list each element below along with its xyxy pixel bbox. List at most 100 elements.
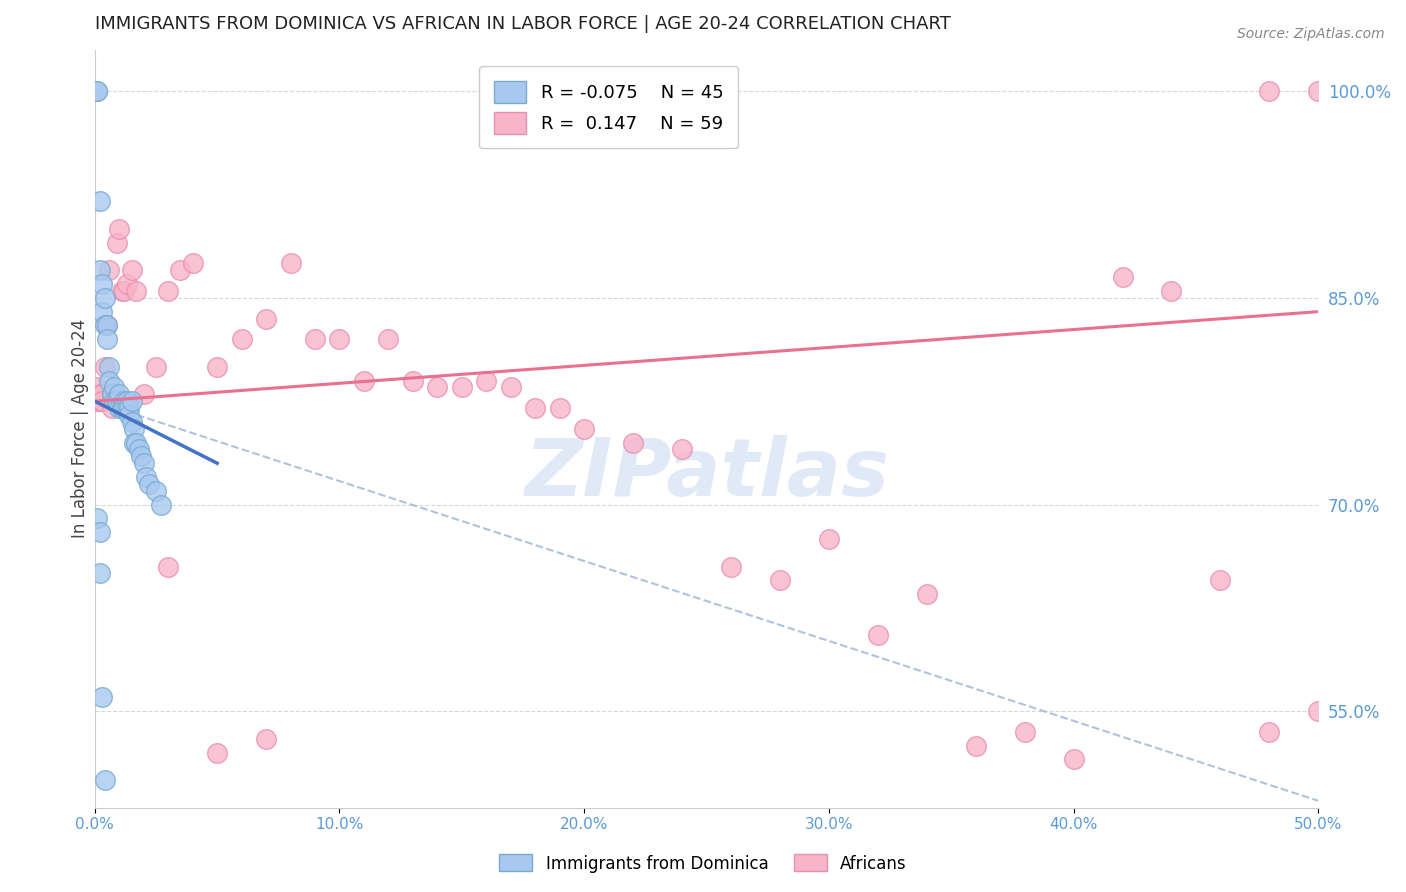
Point xyxy=(115,401,138,415)
Point xyxy=(1258,84,1281,98)
Point xyxy=(98,263,121,277)
Point xyxy=(86,380,108,394)
Legend: R = -0.075    N = 45, R =  0.147    N = 59: R = -0.075 N = 45, R = 0.147 N = 59 xyxy=(479,66,738,148)
Point xyxy=(112,284,135,298)
Point xyxy=(426,380,449,394)
Point xyxy=(125,284,148,298)
Point xyxy=(89,394,111,409)
Point xyxy=(108,222,131,236)
Point xyxy=(450,380,472,394)
Point xyxy=(89,525,111,540)
Point xyxy=(1209,574,1232,588)
Point xyxy=(121,394,143,409)
Point xyxy=(103,380,125,394)
Point xyxy=(818,532,841,546)
Point xyxy=(101,387,124,401)
Point xyxy=(93,291,115,305)
Point xyxy=(524,401,547,415)
Point xyxy=(402,374,425,388)
Point xyxy=(103,394,125,409)
Point xyxy=(101,387,124,401)
Point xyxy=(1111,270,1133,285)
Point xyxy=(96,318,118,333)
Point xyxy=(181,256,204,270)
Point xyxy=(915,587,938,601)
Point xyxy=(205,746,228,760)
Point xyxy=(1308,704,1330,718)
Point xyxy=(122,435,145,450)
Point xyxy=(280,256,302,270)
Point xyxy=(965,739,987,753)
Point xyxy=(128,442,150,457)
Point xyxy=(129,450,152,464)
Point xyxy=(377,332,399,346)
Point xyxy=(132,387,155,401)
Point xyxy=(328,332,350,346)
Point xyxy=(96,318,118,333)
Point xyxy=(1258,725,1281,739)
Point xyxy=(91,387,114,401)
Point xyxy=(98,374,121,388)
Point xyxy=(169,263,191,277)
Point xyxy=(89,566,111,581)
Point xyxy=(1063,752,1085,766)
Point xyxy=(115,277,138,291)
Point xyxy=(101,401,124,415)
Point xyxy=(353,374,375,388)
Point xyxy=(86,511,108,525)
Point xyxy=(149,498,172,512)
Text: Source: ZipAtlas.com: Source: ZipAtlas.com xyxy=(1237,27,1385,41)
Point xyxy=(157,284,180,298)
Point xyxy=(89,263,111,277)
Point xyxy=(769,574,792,588)
Point xyxy=(205,359,228,374)
Point xyxy=(89,387,111,401)
Point xyxy=(499,380,522,394)
Point xyxy=(91,394,114,409)
Point xyxy=(108,401,131,415)
Point xyxy=(231,332,253,346)
Point xyxy=(1014,725,1036,739)
Point xyxy=(91,277,114,291)
Point xyxy=(135,470,157,484)
Point xyxy=(91,304,114,318)
Point xyxy=(89,194,111,209)
Point xyxy=(254,731,277,746)
Point xyxy=(122,422,145,436)
Point xyxy=(96,332,118,346)
Point xyxy=(118,401,141,415)
Point xyxy=(720,559,742,574)
Point xyxy=(621,435,644,450)
Point xyxy=(125,435,148,450)
Point xyxy=(86,84,108,98)
Point xyxy=(671,442,693,457)
Point xyxy=(86,394,108,409)
Point xyxy=(105,235,128,250)
Point xyxy=(115,394,138,409)
Point xyxy=(108,387,131,401)
Point xyxy=(548,401,571,415)
Point xyxy=(93,773,115,788)
Point xyxy=(93,359,115,374)
Point xyxy=(93,318,115,333)
Point xyxy=(145,359,167,374)
Point xyxy=(254,311,277,326)
Text: IMMIGRANTS FROM DOMINICA VS AFRICAN IN LABOR FORCE | AGE 20-24 CORRELATION CHART: IMMIGRANTS FROM DOMINICA VS AFRICAN IN L… xyxy=(94,15,950,33)
Point xyxy=(475,374,498,388)
Point xyxy=(112,394,135,409)
Point xyxy=(111,401,134,415)
Point xyxy=(118,408,141,422)
Point xyxy=(1160,284,1182,298)
Point xyxy=(138,476,160,491)
Point xyxy=(157,559,180,574)
Point xyxy=(112,401,135,415)
Point xyxy=(121,415,143,429)
Point xyxy=(1308,84,1330,98)
Point xyxy=(98,359,121,374)
Point xyxy=(105,394,128,409)
Point xyxy=(132,456,155,470)
Point xyxy=(304,332,326,346)
Point xyxy=(103,394,125,409)
Point xyxy=(105,394,128,409)
Point xyxy=(572,422,595,436)
